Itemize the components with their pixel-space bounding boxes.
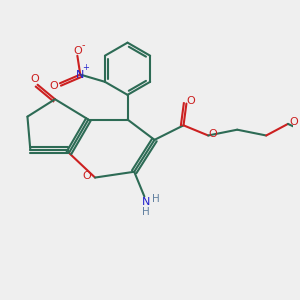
Text: O: O [82,171,91,181]
Text: O: O [73,46,82,56]
Text: O: O [186,96,195,106]
Text: O: O [208,129,217,139]
Text: O: O [50,81,58,91]
Text: H: H [152,194,159,204]
Text: O: O [290,117,298,128]
Text: +: + [82,63,89,72]
Text: N: N [76,70,84,80]
Text: -: - [81,40,85,51]
Text: N: N [142,197,150,207]
Text: O: O [30,74,39,84]
Text: H: H [142,207,150,218]
